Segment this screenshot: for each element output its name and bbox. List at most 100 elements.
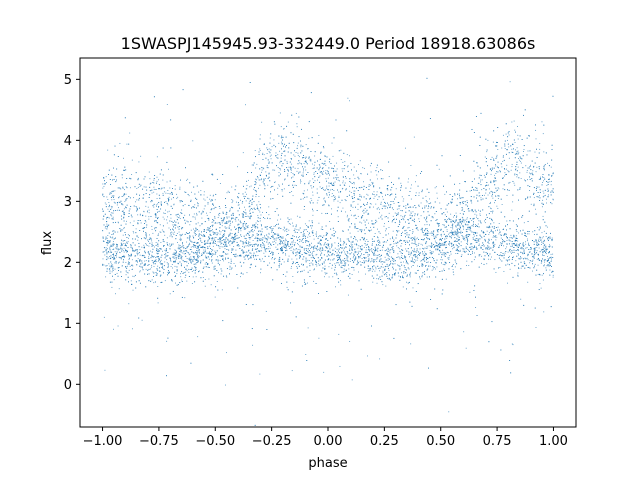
data-point [174, 224, 176, 226]
data-point [281, 141, 283, 143]
data-point [476, 241, 478, 243]
data-point [269, 137, 271, 139]
data-point [285, 275, 287, 277]
data-point [462, 250, 464, 252]
data-point [262, 167, 264, 169]
data-point [238, 245, 240, 247]
data-point [344, 199, 346, 200]
data-point [263, 154, 265, 156]
data-point [245, 227, 247, 229]
data-point [551, 203, 553, 205]
data-point [445, 278, 447, 280]
data-point [217, 232, 219, 234]
data-point [119, 142, 121, 144]
data-point [271, 258, 273, 260]
data-point [376, 257, 378, 259]
data-point [261, 247, 263, 249]
data-point [478, 243, 480, 245]
data-point [307, 148, 308, 150]
data-point [333, 229, 335, 231]
data-point [116, 247, 118, 249]
data-point [208, 229, 210, 231]
data-point [305, 160, 307, 162]
data-point [354, 248, 356, 250]
data-point [441, 259, 443, 261]
data-point [106, 182, 107, 183]
data-point [153, 263, 155, 265]
data-point [419, 221, 420, 222]
data-point [333, 249, 335, 251]
data-point [296, 229, 298, 231]
data-point [493, 242, 495, 244]
data-point [159, 262, 161, 264]
data-point [210, 284, 212, 286]
data-point [549, 181, 551, 183]
data-point [432, 268, 434, 270]
data-point [496, 145, 498, 147]
data-point [201, 212, 203, 214]
data-point [157, 302, 159, 304]
data-point [404, 244, 406, 245]
data-point [541, 274, 543, 276]
data-point [479, 213, 481, 215]
data-point [509, 237, 511, 239]
data-point [372, 206, 374, 208]
data-point [356, 254, 358, 256]
data-point [543, 195, 545, 197]
data-point [458, 224, 460, 226]
data-point [507, 251, 509, 253]
data-point [309, 254, 311, 256]
data-point [260, 234, 262, 236]
data-point [232, 240, 234, 242]
data-point [157, 286, 159, 287]
data-point [389, 252, 391, 254]
data-point [365, 249, 367, 251]
data-point [177, 196, 179, 198]
data-point [358, 245, 360, 247]
data-point [156, 269, 158, 271]
data-point [542, 181, 544, 183]
data-point [344, 265, 346, 267]
data-point [282, 246, 284, 248]
data-point [225, 253, 226, 255]
data-point [252, 344, 254, 346]
data-point [138, 161, 140, 163]
data-point [294, 242, 296, 244]
data-point [279, 150, 281, 152]
data-point [329, 255, 331, 257]
data-point [552, 173, 554, 175]
data-point [437, 246, 439, 248]
data-point [505, 259, 507, 261]
data-point [491, 256, 492, 258]
data-point [106, 196, 108, 198]
data-point [517, 166, 519, 168]
data-point [471, 220, 473, 222]
data-point [119, 252, 121, 254]
data-point [539, 226, 541, 228]
data-point [299, 257, 301, 259]
data-point [141, 319, 143, 321]
data-point [226, 241, 227, 243]
data-point [234, 236, 236, 238]
data-point [415, 256, 416, 258]
data-point [171, 264, 173, 265]
data-point [217, 256, 218, 258]
data-point [109, 192, 111, 194]
data-point [425, 228, 426, 229]
data-point [179, 201, 181, 203]
data-point [398, 230, 400, 232]
data-point [459, 183, 461, 185]
data-point [229, 244, 231, 246]
data-point [135, 206, 137, 207]
data-point [420, 243, 422, 245]
data-point [234, 241, 236, 242]
data-point [182, 233, 183, 235]
data-point [435, 235, 437, 237]
data-point [496, 236, 498, 238]
data-point [275, 233, 277, 235]
data-point [198, 251, 200, 253]
data-point [107, 198, 109, 200]
data-point [165, 201, 167, 203]
data-point [376, 258, 378, 260]
data-point [362, 210, 364, 212]
